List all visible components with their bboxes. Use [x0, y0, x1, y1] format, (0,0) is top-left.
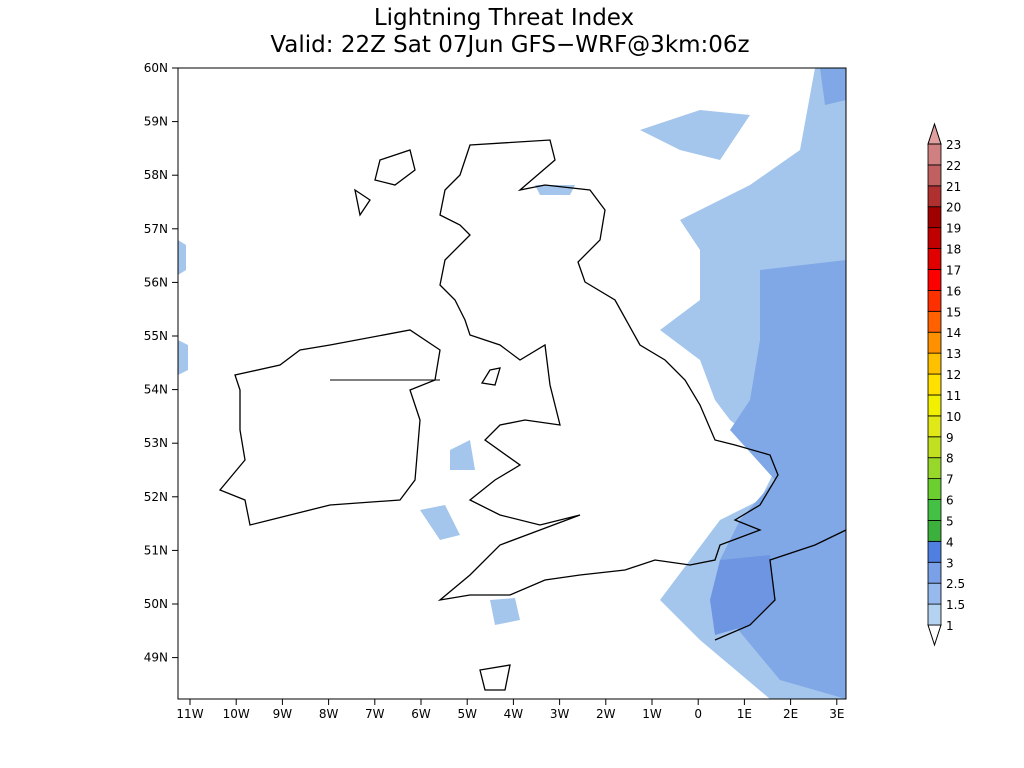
- title-line-1: Lightning Threat Index: [374, 5, 634, 31]
- lon-label: 9W: [273, 707, 293, 721]
- colorbar-segment: [927, 561, 942, 584]
- lat-label: 53N: [144, 436, 168, 450]
- lon-label: 7W: [365, 707, 385, 721]
- lon-label: 4W: [504, 707, 524, 721]
- ireland: [218, 329, 441, 526]
- colorbar-segment: [927, 143, 942, 166]
- colorbar-label: 12: [946, 368, 961, 382]
- colorbar-label: 15: [946, 305, 961, 319]
- colorbar-over: [927, 122, 942, 145]
- map-frame: [177, 67, 847, 700]
- colorbar-label: 8: [946, 452, 954, 466]
- colorbar-label: 21: [946, 180, 961, 194]
- colorbar-label: 18: [946, 243, 961, 257]
- shading-medium: [820, 68, 846, 105]
- lat-label: 60N: [144, 61, 168, 75]
- colorbar-label: 11: [946, 389, 961, 403]
- shading-light: [640, 110, 750, 160]
- colorbar-label: 3: [946, 556, 954, 570]
- colorbar-segment: [927, 394, 942, 417]
- lon-label: 11W: [176, 707, 203, 721]
- lat-label: 55N: [144, 329, 168, 343]
- lon-label: 5W: [457, 707, 477, 721]
- lat-label: 52N: [144, 490, 168, 504]
- colorbar-segment: [927, 185, 942, 208]
- colorbar-segment: [927, 603, 942, 626]
- colorbar-segment: [927, 582, 942, 605]
- colorbar-segment: [927, 373, 942, 396]
- shading-light: [450, 440, 475, 470]
- colorbar-label: 4: [946, 535, 954, 549]
- colorbar-segment: [927, 415, 942, 438]
- colorbar-label: 17: [946, 263, 961, 277]
- colorbar-segment: [927, 520, 942, 542]
- colorbar-segment: [927, 331, 942, 354]
- colorbar-label: 1: [946, 619, 954, 633]
- colorbar-segment: [927, 227, 942, 249]
- colorbar-segment: [927, 352, 942, 375]
- lat-label: 54N: [144, 383, 168, 397]
- lon-label: 3W: [550, 707, 570, 721]
- colorbar-segment: [927, 478, 942, 500]
- colorbar-segment: [927, 540, 942, 563]
- coastlines: [218, 139, 847, 691]
- lon-label: 3E: [829, 707, 844, 721]
- lon-label: 8W: [319, 707, 339, 721]
- france-coast: [714, 529, 847, 641]
- colorbar-segment: [927, 269, 942, 291]
- shading: [178, 68, 846, 699]
- colorbar-label: 19: [946, 222, 961, 236]
- lon-label: 2W: [596, 707, 616, 721]
- colorbar-segment: [927, 310, 942, 333]
- colorbar-label: 20: [946, 201, 961, 215]
- colorbar-label: 1.5: [946, 598, 965, 612]
- colorbar-segment: [927, 289, 942, 312]
- lon-label: 2E: [783, 707, 798, 721]
- shading-light: [178, 240, 188, 375]
- lat-label: 51N: [144, 543, 168, 557]
- shading-dark: [710, 555, 775, 635]
- colorbar-label: 2.5: [946, 577, 965, 591]
- lat-label: 59N: [144, 115, 168, 129]
- colorbar-label: 6: [946, 494, 954, 508]
- colorbar-label: 23: [946, 138, 961, 152]
- title-line-2: Valid: 22Z Sat 07Jun GFS−WRF@3km:06z: [270, 32, 749, 58]
- lat-label: 57N: [144, 222, 168, 236]
- lat-label: 50N: [144, 597, 168, 611]
- lon-label: 6W: [411, 707, 431, 721]
- colorbar-label: 16: [946, 284, 961, 298]
- colorbar-segment: [927, 248, 942, 270]
- colorbar-label: 5: [946, 514, 954, 528]
- lon-label: 10W: [223, 707, 250, 721]
- lon-label: 1E: [737, 707, 752, 721]
- lat-label: 49N: [144, 651, 168, 665]
- colorbar-label: 9: [946, 431, 954, 445]
- lon-label: 1W: [642, 707, 662, 721]
- islands: [354, 149, 511, 691]
- colorbar-label: 10: [946, 410, 961, 424]
- colorbar-label: 7: [946, 473, 954, 487]
- shading-light: [490, 598, 520, 625]
- shading-light: [420, 505, 460, 540]
- colorbar-segment: [927, 164, 942, 187]
- lat-label: 56N: [144, 275, 168, 289]
- lon-label: 0: [694, 707, 702, 721]
- colorbar-label: 13: [946, 347, 961, 361]
- colorbar-label: 14: [946, 326, 961, 340]
- great-britain: [437, 139, 779, 602]
- colorbar-segment: [927, 436, 942, 459]
- colorbar-segment: [927, 457, 942, 480]
- colorbar-segment: [927, 499, 942, 521]
- lat-label: 58N: [144, 168, 168, 182]
- colorbar-label: 22: [946, 159, 961, 173]
- colorbar-segment: [927, 206, 942, 229]
